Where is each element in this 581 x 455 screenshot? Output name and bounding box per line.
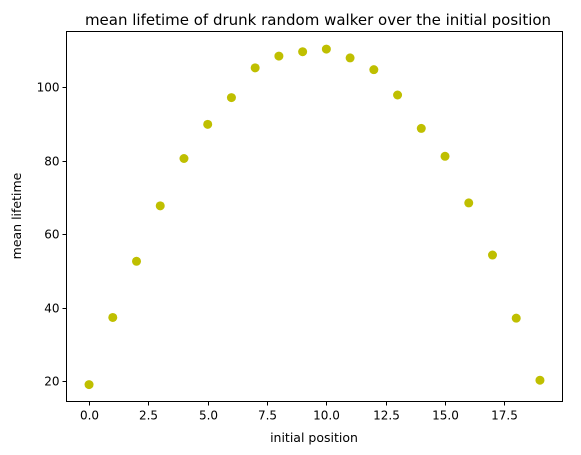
chart-title: mean lifetime of drunk random walker ove… [85,11,551,29]
y-axis: 20 40 60 80 100 [37,81,67,389]
data-point [250,63,260,73]
data-point [464,198,474,208]
data-point [84,380,94,390]
x-tick-label: 10.0 [313,409,340,423]
x-axis: 0.0 2.5 5.0 7.5 10.0 12.5 15.0 17.5 [80,401,518,423]
data-point [416,123,426,133]
data-point [226,93,236,103]
data-point [321,44,331,54]
x-axis-label: initial position [270,430,358,445]
data-point [535,375,545,385]
data-point [369,65,379,75]
axes-frame [66,31,563,402]
y-tick-label: 60 [44,228,59,242]
data-points [84,44,545,390]
y-tick-label: 20 [44,375,59,389]
data-point [440,151,450,161]
x-tick-label: 2.5 [139,409,158,423]
y-tick-label: 80 [44,155,59,169]
data-point [511,313,521,323]
data-point [487,250,497,260]
y-tick-label: 100 [37,81,60,95]
x-tick-label: 15.0 [432,409,459,423]
x-tick-label: 7.5 [258,409,277,423]
data-point [274,51,284,61]
data-point [108,312,118,322]
plot-area [66,31,563,402]
y-tick-label: 40 [44,302,59,316]
x-tick-label: 5.0 [199,409,218,423]
y-axis-label: mean lifetime [9,172,24,259]
x-tick-label: 17.5 [491,409,518,423]
data-point [203,119,213,129]
data-point [393,90,403,100]
data-point [155,201,165,211]
data-point [179,154,189,164]
data-point [132,256,142,266]
x-tick-label: 0.0 [80,409,99,423]
x-tick-label: 12.5 [373,409,400,423]
data-point [345,53,355,63]
data-point [298,47,308,57]
